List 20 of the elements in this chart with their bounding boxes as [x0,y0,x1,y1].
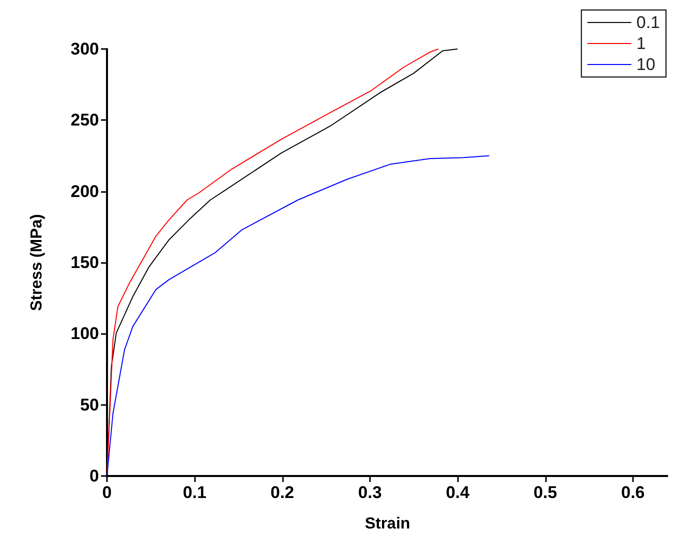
y-tick-label: 300 [70,40,99,58]
y-tick-label: 150 [70,253,99,272]
y-tick-label: 250 [70,110,99,130]
y-tick-label: 200 [70,182,99,201]
y-tick-label: 100 [70,324,99,344]
x-tick-label: 0.1 [182,483,206,502]
legend-label: 0.1 [636,13,660,32]
x-tick-label: 0.5 [533,483,558,502]
x-axis-title: Strain [364,516,410,532]
legend-label: 1 [636,34,646,53]
x-tick-label: 0 [102,483,112,502]
x-tick-label: 0.3 [358,483,382,502]
x-tick-label: 0.2 [270,483,294,502]
x-tick-label: 0.6 [621,483,645,502]
y-tick-label: 50 [80,395,99,414]
legend-label: 10 [636,55,656,74]
y-tick-label: 0 [90,466,99,486]
x-tick-label: 0.4 [446,483,470,502]
y-axis-title: Stress (MPa) [28,214,46,311]
line-series [106,155,490,476]
